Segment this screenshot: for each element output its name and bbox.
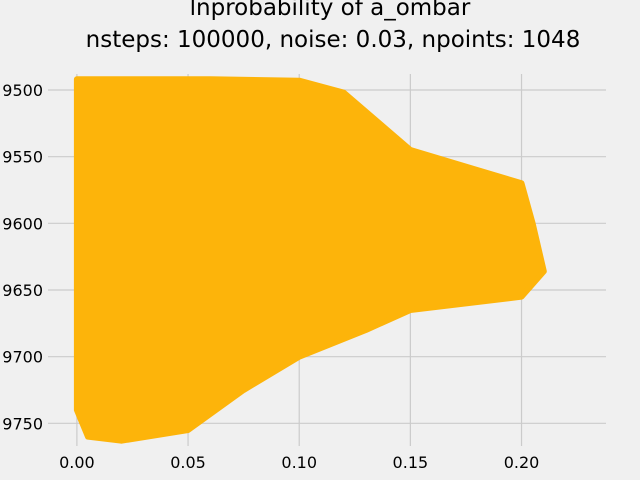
scatter-series (73, 76, 547, 444)
y-axis-ticks: 9500 9550 9600 9650 9700 9750 (2, 81, 43, 433)
x-axis-ticks: 0.00 0.05 0.10 0.15 0.20 (59, 453, 539, 472)
x-tick-label: 0.05 (170, 453, 206, 472)
scatter-point-cloud (73, 76, 547, 444)
y-tick-label: 9700 (2, 348, 43, 367)
x-tick-label: 0.00 (59, 453, 95, 472)
y-tick-label: 9750 (2, 414, 43, 433)
y-tick-label: 9600 (2, 214, 43, 233)
x-tick-label: 0.10 (281, 453, 317, 472)
y-tick-label: 9500 (2, 81, 43, 100)
x-tick-label: 0.15 (393, 453, 429, 472)
y-tick-label: 9550 (2, 148, 43, 167)
chart-subtitle: nsteps: 100000, noise: 0.03, npoints: 10… (86, 27, 581, 53)
x-tick-label: 0.20 (504, 453, 540, 472)
y-tick-label: 9650 (2, 281, 43, 300)
chart-title: lnprobability of a_ombar (190, 0, 471, 21)
